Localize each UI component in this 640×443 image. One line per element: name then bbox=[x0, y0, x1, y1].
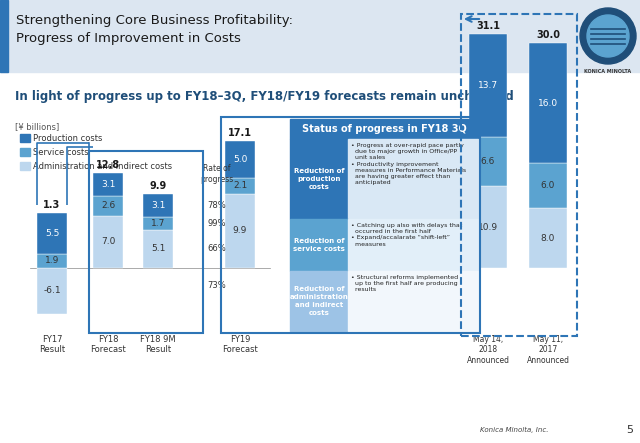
Text: In light of progress up to FY18–3Q, FY18/FY19 forecasts remain unchanged: In light of progress up to FY18–3Q, FY18… bbox=[15, 90, 514, 103]
Text: Strengthening Core Business Profitability:: Strengthening Core Business Profitabilit… bbox=[16, 14, 293, 27]
Text: Rate of
progress: Rate of progress bbox=[200, 164, 234, 184]
Text: Progress of Improvement in Costs: Progress of Improvement in Costs bbox=[16, 32, 241, 45]
Text: 78%: 78% bbox=[207, 201, 226, 210]
Text: May 14,
2018
Announced: May 14, 2018 Announced bbox=[467, 335, 509, 365]
Text: 16.0: 16.0 bbox=[538, 98, 558, 108]
Text: -6.1: -6.1 bbox=[43, 286, 61, 295]
Bar bbox=[143, 230, 173, 268]
Text: 9.9: 9.9 bbox=[149, 181, 166, 191]
Bar bbox=[290, 219, 348, 271]
Text: 6.6: 6.6 bbox=[481, 157, 495, 166]
Bar bbox=[143, 217, 173, 230]
Text: • Structural reforms implemented
  up to the first half are producing
  results: • Structural reforms implemented up to t… bbox=[351, 275, 458, 292]
Text: FY18 9M
Result: FY18 9M Result bbox=[140, 335, 176, 354]
Text: 13.7: 13.7 bbox=[478, 81, 498, 90]
Text: Administration and indirect costs: Administration and indirect costs bbox=[33, 162, 172, 171]
Bar bbox=[20, 148, 30, 156]
Bar bbox=[348, 139, 478, 219]
Text: Konica Minolta, Inc.: Konica Minolta, Inc. bbox=[480, 427, 548, 433]
Bar bbox=[93, 215, 123, 268]
Text: 8.0: 8.0 bbox=[541, 233, 555, 242]
Text: Reduction of
service costs: Reduction of service costs bbox=[293, 238, 345, 252]
Bar bbox=[469, 137, 507, 186]
Text: KONICA MINOLTA: KONICA MINOLTA bbox=[584, 69, 632, 74]
Text: FY19
Forecast: FY19 Forecast bbox=[222, 335, 258, 354]
Text: Reduction of
production
costs: Reduction of production costs bbox=[294, 168, 344, 190]
Bar bbox=[0, 0, 640, 72]
Bar bbox=[225, 140, 255, 178]
Bar bbox=[225, 194, 255, 268]
Bar bbox=[469, 34, 507, 137]
Bar bbox=[37, 213, 67, 254]
Text: 3.1: 3.1 bbox=[151, 201, 165, 210]
Bar bbox=[37, 268, 67, 314]
Text: FY17
Result: FY17 Result bbox=[39, 335, 65, 354]
Bar bbox=[469, 186, 507, 268]
Bar bbox=[93, 196, 123, 215]
Text: FY18
Forecast: FY18 Forecast bbox=[90, 335, 126, 354]
Bar bbox=[37, 254, 67, 268]
Text: 2.1: 2.1 bbox=[233, 181, 247, 190]
Text: 10.9: 10.9 bbox=[478, 223, 498, 232]
Text: Production costs: Production costs bbox=[33, 133, 102, 143]
Text: 30.0: 30.0 bbox=[536, 30, 560, 40]
Text: 5.0: 5.0 bbox=[233, 155, 247, 164]
Bar bbox=[290, 139, 348, 219]
Bar bbox=[348, 271, 478, 331]
Text: 5: 5 bbox=[627, 425, 634, 435]
Text: 1.7: 1.7 bbox=[151, 219, 165, 228]
Bar bbox=[20, 134, 30, 142]
Text: May 11,
2017
Announced: May 11, 2017 Announced bbox=[527, 335, 570, 365]
Text: 5.1: 5.1 bbox=[151, 245, 165, 253]
Bar bbox=[143, 194, 173, 217]
Bar bbox=[529, 163, 567, 208]
Bar bbox=[225, 178, 255, 194]
Bar bbox=[461, 14, 577, 336]
Circle shape bbox=[580, 8, 636, 64]
Text: 2.6: 2.6 bbox=[101, 201, 115, 210]
Text: 17.1: 17.1 bbox=[228, 128, 252, 137]
Bar bbox=[348, 219, 478, 271]
Bar bbox=[290, 119, 478, 139]
Bar bbox=[529, 208, 567, 268]
Text: 9.9: 9.9 bbox=[233, 226, 247, 235]
Text: 12.8: 12.8 bbox=[96, 160, 120, 170]
Text: 1.9: 1.9 bbox=[45, 256, 59, 265]
Bar bbox=[20, 162, 30, 170]
Circle shape bbox=[587, 15, 629, 57]
Text: • Catching up also with delays that
  occurred in the first half
• Expand/accala: • Catching up also with delays that occu… bbox=[351, 223, 462, 247]
Text: Reduction of
administration
and indirect
costs: Reduction of administration and indirect… bbox=[290, 286, 348, 315]
Text: 5.5: 5.5 bbox=[45, 229, 59, 237]
Bar bbox=[529, 43, 567, 163]
Text: 1.3: 1.3 bbox=[44, 199, 61, 210]
Text: • Progress at over-rapid pace partly
  due to major growth in Office/PP
  unit s: • Progress at over-rapid pace partly due… bbox=[351, 143, 466, 185]
Text: 99%: 99% bbox=[207, 219, 225, 228]
Bar bbox=[93, 173, 123, 196]
Text: Service costs: Service costs bbox=[33, 148, 88, 156]
Text: Status of progress in FY18 3Q: Status of progress in FY18 3Q bbox=[301, 124, 467, 134]
Text: 6.0: 6.0 bbox=[541, 181, 555, 190]
Text: 3.1: 3.1 bbox=[101, 180, 115, 189]
Bar bbox=[0, 0, 8, 72]
Bar bbox=[89, 151, 203, 333]
Text: 66%: 66% bbox=[207, 245, 226, 253]
Text: 7.0: 7.0 bbox=[101, 237, 115, 246]
Text: 73%: 73% bbox=[207, 281, 226, 291]
Bar bbox=[290, 271, 348, 331]
Text: [¥ billions]: [¥ billions] bbox=[15, 122, 60, 131]
Bar bbox=[221, 117, 480, 333]
Text: 31.1: 31.1 bbox=[476, 21, 500, 31]
